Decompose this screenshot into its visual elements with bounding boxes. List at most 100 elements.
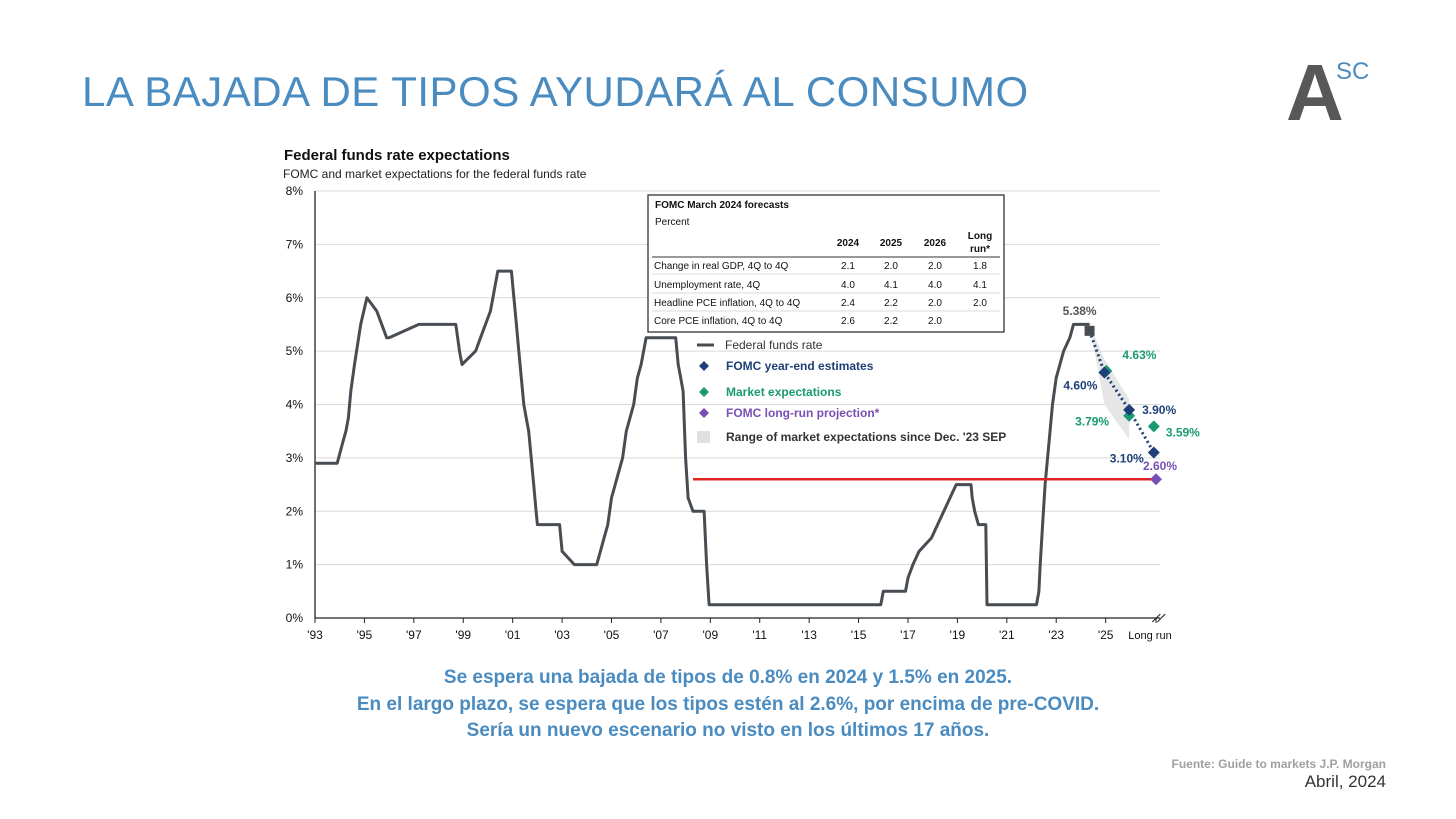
x-tick-label: Long run [1128, 630, 1171, 642]
legend-fomc-swatch [699, 361, 709, 371]
x-tick-label: '19 [950, 628, 966, 642]
fomc-dotted-line [1088, 330, 1156, 454]
y-tick-label: 7% [286, 237, 304, 251]
current-rate-marker [1084, 325, 1095, 336]
table-cell: 2.4 [841, 298, 855, 309]
legend-item-label: Range of market expectations since Dec. … [726, 430, 1006, 444]
table-cell: 4.0 [841, 280, 855, 291]
legend-longrun-swatch [699, 408, 709, 418]
market-expectation-label: 4.63% [1122, 348, 1156, 362]
legend-item-label: FOMC long-run projection* [726, 406, 880, 420]
table-cell: 2.0 [928, 298, 942, 309]
table-col-header: 2025 [880, 238, 903, 249]
table-cell: 2.0 [928, 261, 942, 272]
market-expectation-marker [1147, 420, 1160, 433]
current-rate-label: 5.38% [1063, 304, 1097, 318]
x-tick-label: '05 [604, 628, 620, 642]
table-cell: 4.0 [928, 280, 942, 291]
table-frame [647, 194, 1005, 333]
forecast-table: FOMC March 2024 forecasts Percent 2024 2025… [647, 194, 1005, 333]
y-tick-label: 8% [286, 184, 304, 198]
legend-market-swatch [699, 387, 709, 397]
y-tick-label: 1% [286, 558, 304, 572]
x-tick-label: '21 [999, 628, 1015, 642]
range-band-layer [1089, 324, 1130, 440]
y-tick-label: 0% [286, 611, 304, 625]
table-subtitle: Percent [655, 217, 690, 228]
x-tick-label: '07 [653, 628, 669, 642]
fomc-estimate-marker [1147, 446, 1160, 459]
fomc-estimate-label: 4.60% [1063, 378, 1097, 392]
table-cell: 2.2 [884, 316, 898, 327]
fed-funds-rate-line [315, 269, 1090, 607]
fomc-estimate-marker [1123, 403, 1136, 416]
chart-subtitle: FOMC and market expectations for the fed… [283, 167, 587, 181]
y-tick-label: 6% [286, 291, 304, 305]
y-tick-label: 2% [286, 504, 304, 518]
legend-item-label: Federal funds rate [725, 338, 823, 352]
data-labels: 5.38% 4.63% 3.79% 3.59% 4.60% 3.90% 3.10%2.60% [1063, 304, 1201, 473]
chart-legend: Federal funds rate FOMC year-end estimate… [697, 338, 1006, 444]
table-row-label: Core PCE inflation, 4Q to 4Q [654, 316, 783, 327]
slide-date: Abril, 2024 [1304, 772, 1386, 791]
market-expectation-label: 3.79% [1075, 415, 1109, 429]
table-cell: 2.2 [884, 298, 898, 309]
x-tick-label: '11 [752, 628, 767, 642]
x-tick-label: '03 [554, 628, 570, 642]
chart-title: Federal funds rate expectations [284, 147, 510, 164]
x-tick-label: '17 [900, 628, 916, 642]
fomc-long-run-marker [1150, 473, 1162, 486]
legend-item-label: Market expectations [726, 385, 842, 399]
series-lines [315, 269, 1156, 607]
table-col-header: run* [970, 244, 990, 255]
table-row-label: Unemployment rate, 4Q [654, 280, 760, 291]
table-cell: 2.0 [973, 298, 987, 309]
asc-logo: A SC [1286, 48, 1376, 137]
legend-range-swatch [697, 431, 710, 443]
caption-line-1: Se espera una bajada de tipos de 0.8% en… [443, 667, 1013, 688]
source-note: Fuente: Guide to markets J.P. Morgan [1171, 757, 1387, 771]
table-col-header: 2026 [924, 238, 947, 249]
x-tick-label: '93 [307, 628, 323, 642]
table-cell: 2.0 [928, 316, 942, 327]
x-axis-ticks: '93 '95 '97 '99 '01 '03 '05 '07 '09 '11 '13 '15 '17 '… [307, 618, 1172, 642]
logo-superscript: SC [1336, 58, 1370, 85]
y-axis-ticks: 0% 1% 2% 3% 4% 5% 6% 7% 8% [286, 184, 304, 625]
table-cell: 1.8 [973, 261, 987, 272]
series-markers [699, 325, 1162, 486]
y-tick-label: 3% [286, 451, 304, 465]
fomc-estimate-label: 3.90% [1142, 403, 1176, 417]
x-tick-label: '01 [505, 628, 521, 642]
y-tick-label: 4% [286, 398, 304, 412]
x-tick-label: '97 [406, 628, 422, 642]
table-title: FOMC March 2024 forecasts [655, 200, 789, 211]
table-cell: 4.1 [973, 280, 987, 291]
table-row-label: Headline PCE inflation, 4Q to 4Q [654, 298, 800, 309]
caption-line-3: Sería un nuevo escenario no visto en los… [466, 720, 990, 741]
fomc-estimate-marker [1098, 366, 1111, 379]
x-tick-label: '13 [801, 628, 817, 642]
fomc-long-run-label: 2.60% [1143, 459, 1177, 473]
x-tick-label: '25 [1098, 628, 1114, 642]
caption-line-2: En el largo plazo, se espera que los tip… [356, 694, 1100, 715]
table-cell: 2.0 [884, 261, 898, 272]
table-cell: 2.1 [841, 261, 855, 272]
table-cell: 2.6 [841, 316, 855, 327]
table-cell: 4.1 [884, 280, 898, 291]
y-tick-label: 5% [286, 344, 304, 358]
table-col-header: Long [968, 231, 992, 242]
x-tick-label: '99 [455, 628, 471, 642]
axis-break-mark [1156, 613, 1166, 623]
x-tick-label: '09 [703, 628, 719, 642]
market-expectations-range-band [1089, 324, 1130, 440]
logo-letter: A [1286, 48, 1344, 137]
table-row-label: Change in real GDP, 4Q to 4Q [654, 261, 789, 272]
x-tick-label: '23 [1048, 628, 1064, 642]
x-tick-label: '15 [851, 628, 867, 642]
fomc-estimate-label: 3.10% [1110, 452, 1144, 466]
legend-item-label: FOMC year-end estimates [726, 359, 874, 373]
table-col-header: 2024 [837, 238, 860, 249]
x-tick-label: '95 [357, 628, 373, 642]
slide-title: LA BAJADA DE TIPOS AYUDARÁ AL CONSUMO [82, 68, 1029, 115]
